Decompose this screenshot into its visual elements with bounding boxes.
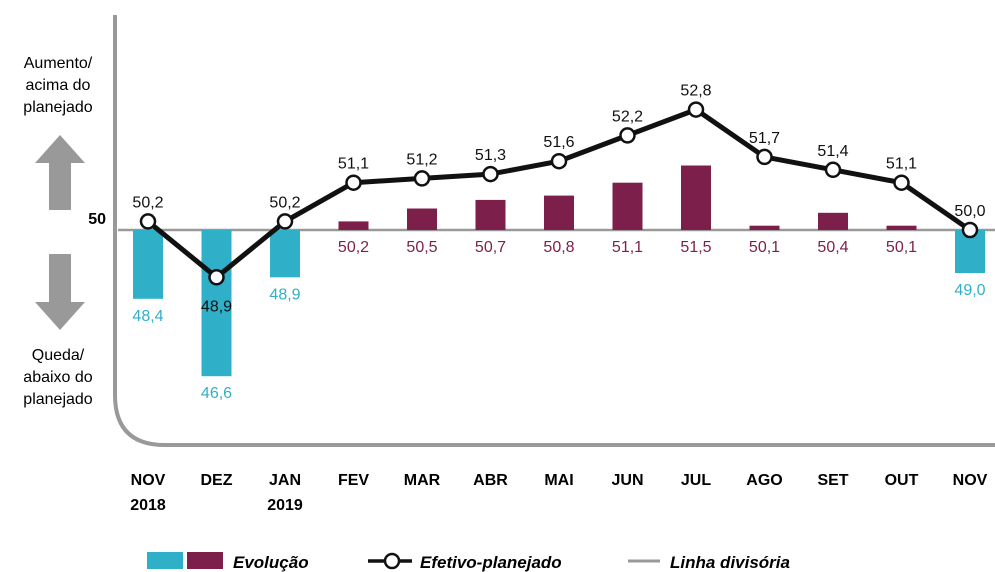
- x-tick-label: JUL: [681, 472, 711, 489]
- axis: [113, 15, 995, 447]
- bar: [407, 208, 437, 230]
- x-tick-label: ABR: [473, 472, 508, 489]
- line-value-label: 51,4: [817, 143, 848, 160]
- up-arrow: [35, 135, 85, 210]
- x-tick-label: JAN 2019: [267, 472, 303, 514]
- x-tick-label: OUT: [885, 472, 919, 489]
- bar: [818, 212, 848, 230]
- y-tick-label: 50: [88, 211, 106, 228]
- legend-label: Evolução: [233, 553, 309, 572]
- x-tick-label: FEV: [338, 472, 369, 489]
- x-tick-label: SET: [817, 472, 848, 489]
- x-tick-label: AGO: [746, 472, 782, 489]
- line-value-label: 50,0: [954, 203, 985, 220]
- line-value-label: 51,1: [886, 156, 917, 173]
- bar: [612, 182, 643, 230]
- x-tick-label: NOV 2018: [130, 472, 166, 514]
- bar-value-label: 46,6: [201, 385, 232, 402]
- line-point: [824, 161, 842, 179]
- bar-value-label: 49,0: [954, 282, 985, 299]
- line-point: [619, 127, 636, 144]
- x-tick-label: MAI: [544, 472, 573, 489]
- annotation: Queda/abaixo do planejado: [23, 347, 93, 408]
- bar-value-label: 50,1: [886, 239, 917, 256]
- bar: [681, 165, 711, 230]
- line-value-label: 51,6: [543, 134, 574, 151]
- line-value-label: 51,7: [749, 130, 780, 147]
- line-value-label: 48,9: [201, 298, 232, 315]
- legend-marker: [383, 552, 401, 570]
- bar-value-label: 48,4: [132, 308, 163, 325]
- x-tick-label: JUN: [611, 472, 643, 489]
- bar: [475, 199, 506, 230]
- line-point: [345, 174, 362, 191]
- line-value-label: 52,2: [612, 108, 643, 125]
- bar-value-label: 48,9: [269, 286, 300, 303]
- line-value-label: 50,2: [132, 194, 163, 211]
- line-point: [208, 269, 225, 286]
- x-tick-label: NOV: [953, 472, 988, 489]
- bar-value-label: 51,5: [680, 239, 711, 256]
- bar: [201, 230, 232, 377]
- bar-value-label: 51,1: [612, 239, 643, 256]
- line-point: [687, 101, 705, 118]
- annotation: Aumento/acima do planejado: [23, 55, 93, 116]
- line-value-label: 51,2: [406, 151, 437, 168]
- bar: [749, 225, 780, 230]
- bar-value-label: 50,2: [338, 239, 369, 256]
- bar: [544, 195, 574, 230]
- line-point: [550, 152, 568, 170]
- bar: [133, 230, 163, 299]
- bar: [886, 225, 917, 230]
- legend-label: Efetivo-planejado: [420, 553, 562, 572]
- line-point: [413, 170, 431, 187]
- legend-swatch: [187, 552, 223, 569]
- bar: [270, 230, 300, 278]
- bar: [338, 221, 369, 230]
- line-point: [893, 174, 910, 191]
- line-value-label: 50,2: [269, 194, 300, 211]
- bar-value-label: 50,8: [543, 239, 574, 256]
- bar-value-label: 50,7: [475, 239, 506, 256]
- bar-value-label: 50,4: [817, 239, 848, 256]
- line-value-label: 51,1: [338, 156, 369, 173]
- bar-value-label: 50,1: [749, 239, 780, 256]
- line-value-label: 52,8: [680, 83, 711, 100]
- line-point: [139, 213, 157, 230]
- down-arrow: [35, 254, 85, 330]
- line-point: [961, 221, 979, 239]
- x-tick-label: DEZ: [201, 472, 233, 489]
- line-point: [482, 165, 499, 183]
- bar-value-label: 50,5: [406, 239, 437, 256]
- line-point: [276, 213, 294, 230]
- x-tick-label: MAR: [404, 472, 441, 489]
- line-value-label: 51,3: [475, 147, 506, 164]
- legend-swatch: [147, 552, 183, 569]
- legend-label: Linha divisória: [670, 553, 790, 572]
- line-point: [756, 148, 773, 166]
